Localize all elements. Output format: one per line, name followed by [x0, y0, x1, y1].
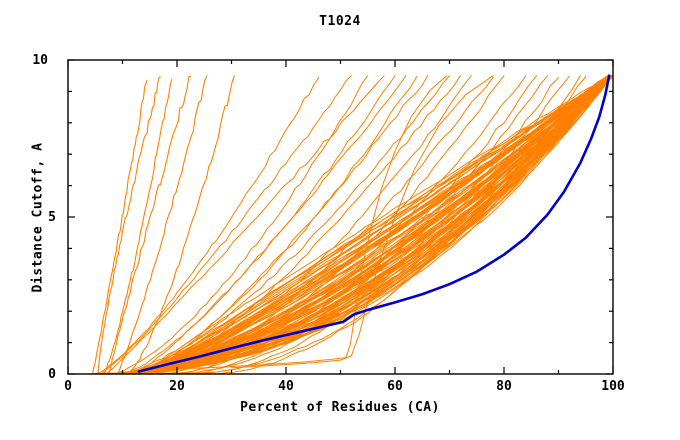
x-tick-label-100: 100 [601, 379, 625, 394]
x-tick-label-60: 60 [387, 379, 403, 394]
x-tick-label-20: 20 [169, 379, 185, 394]
y-tick-label-5: 5 [48, 210, 56, 225]
x-axis-label: Percent of Residues (CA) [240, 400, 440, 415]
page-title: T1024 [319, 14, 361, 29]
prediction-curves-layer [82, 75, 614, 375]
y-tick-label-0: 0 [48, 367, 56, 382]
x-tick-label-0: 0 [64, 379, 72, 394]
y-tick-label-10: 10 [32, 53, 48, 68]
reference-curve-layer [137, 74, 611, 373]
plot-axes-frame [67, 59, 614, 375]
x-tick-label-40: 40 [278, 379, 294, 394]
x-tick-label-80: 80 [496, 379, 512, 394]
